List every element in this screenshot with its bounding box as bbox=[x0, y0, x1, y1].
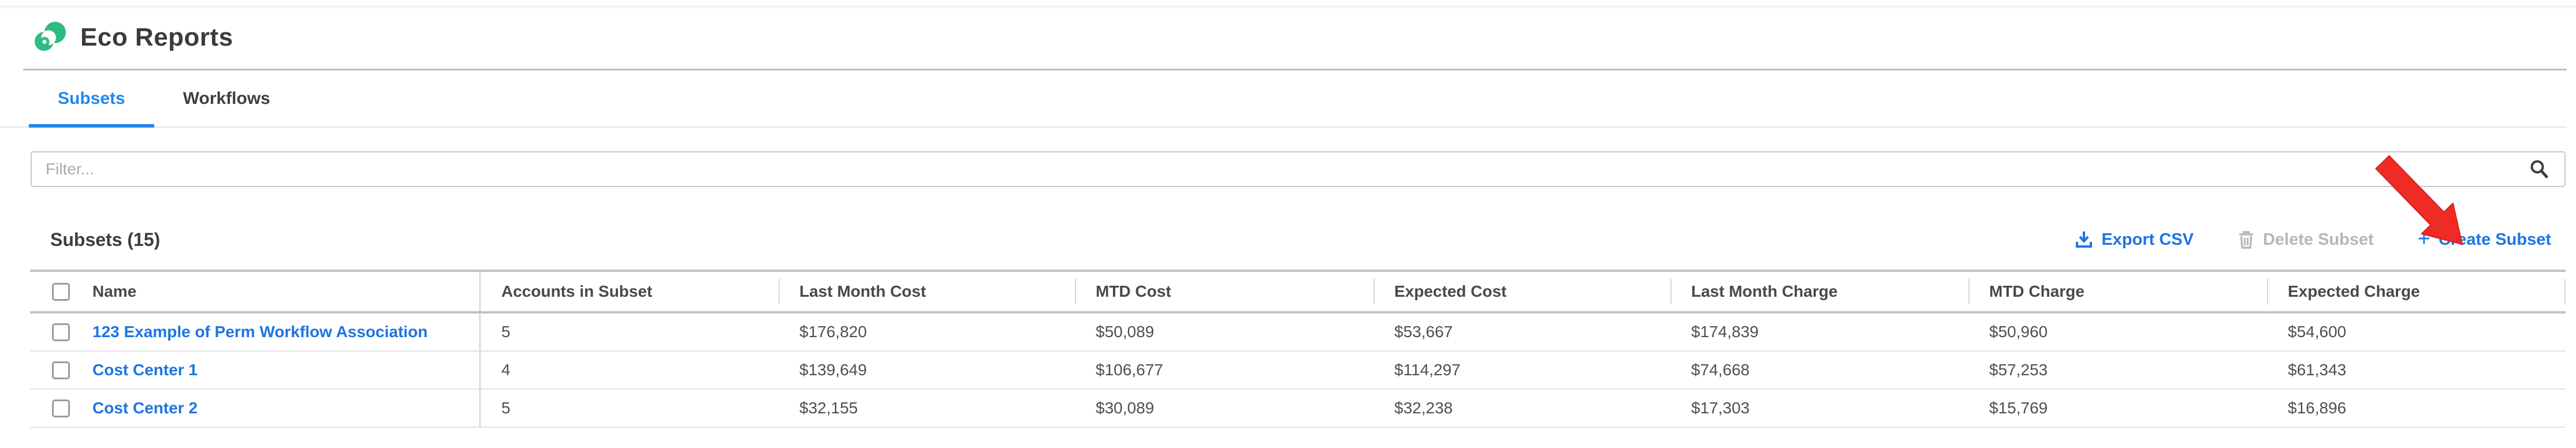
subset-name-link[interactable]: Cost Center 1 bbox=[92, 361, 198, 379]
table-row: 123 Example of Perm Workflow Association… bbox=[30, 313, 2566, 352]
mtd-cost-cell: $30,089 bbox=[1096, 399, 1155, 417]
filter-input[interactable] bbox=[31, 151, 2566, 187]
delete-subset-button[interactable]: Delete Subset bbox=[2238, 230, 2374, 249]
expected-cost-cell: $53,667 bbox=[1394, 323, 1453, 341]
page-title: Eco Reports bbox=[80, 23, 233, 51]
row-checkbox[interactable] bbox=[52, 399, 70, 417]
create-subset-label: Create Subset bbox=[2438, 230, 2551, 249]
toolbar-actions: Export CSV Delete Subset + Create Subset bbox=[2075, 227, 2551, 251]
expected-cost-cell: $32,238 bbox=[1394, 399, 1453, 417]
subsets-count-heading: Subsets (15) bbox=[50, 229, 161, 250]
expected-charge-cell: $54,600 bbox=[2288, 323, 2347, 341]
export-csv-button[interactable]: Export CSV bbox=[2075, 230, 2194, 249]
accounts-cell: 5 bbox=[479, 313, 779, 350]
last-month-cost-cell: $139,649 bbox=[799, 361, 867, 379]
last-month-cost-cell: $32,155 bbox=[799, 399, 858, 417]
trash-icon bbox=[2239, 231, 2253, 249]
eco-logo-icon bbox=[34, 21, 66, 51]
mtd-cost-cell: $106,677 bbox=[1096, 361, 1163, 379]
expected-cost-cell: $114,297 bbox=[1394, 361, 1461, 379]
tab-workflows[interactable]: Workflows bbox=[183, 88, 270, 108]
last-month-charge-cell: $174,839 bbox=[1691, 323, 1759, 341]
tab-bar: Subsets Workflows bbox=[0, 70, 2567, 128]
row-checkbox[interactable] bbox=[52, 323, 70, 341]
accounts-cell: 4 bbox=[479, 352, 779, 389]
last-month-charge-cell: $74,668 bbox=[1691, 361, 1750, 379]
plus-icon: + bbox=[2417, 227, 2430, 251]
subset-name-link[interactable]: 123 Example of Perm Workflow Association bbox=[92, 323, 428, 341]
column-header-expected-cost[interactable]: Expected Cost bbox=[1373, 272, 1670, 311]
column-header-mtd-cost[interactable]: MTD Cost bbox=[1075, 272, 1373, 311]
mtd-cost-cell: $50,089 bbox=[1096, 323, 1155, 341]
create-subset-button[interactable]: + Create Subset bbox=[2417, 227, 2551, 251]
toolbar: Subsets (15) Export CSV Delete Subset + … bbox=[50, 225, 2551, 254]
column-header-name[interactable]: Name bbox=[92, 282, 137, 300]
mtd-charge-cell: $57,253 bbox=[1989, 361, 2048, 379]
expected-charge-cell: $16,896 bbox=[2288, 399, 2347, 417]
export-csv-label: Export CSV bbox=[2101, 230, 2194, 249]
top-hairline bbox=[0, 0, 2576, 6]
last-month-cost-cell: $176,820 bbox=[799, 323, 867, 341]
column-header-accounts[interactable]: Accounts in Subset bbox=[479, 272, 779, 311]
table-row: Cost Center 1 4 $139,649 $106,677 $114,2… bbox=[30, 352, 2566, 390]
column-header-last-month-charge[interactable]: Last Month Charge bbox=[1670, 272, 1968, 311]
table-header-row: Name Accounts in Subset Last Month Cost … bbox=[30, 270, 2566, 313]
subset-name-link[interactable]: Cost Center 2 bbox=[92, 399, 198, 417]
filter-bar bbox=[31, 151, 2566, 187]
select-all-checkbox[interactable] bbox=[52, 282, 70, 301]
expected-charge-cell: $61,343 bbox=[2288, 361, 2347, 379]
row-checkbox[interactable] bbox=[52, 361, 70, 379]
app-header: Eco Reports bbox=[0, 6, 2576, 69]
accounts-cell: 5 bbox=[479, 390, 779, 427]
tab-subsets[interactable]: Subsets bbox=[29, 70, 154, 128]
column-header-mtd-charge[interactable]: MTD Charge bbox=[1968, 272, 2267, 311]
mtd-charge-cell: $15,769 bbox=[1989, 399, 2048, 417]
search-icon[interactable] bbox=[2529, 159, 2549, 180]
mtd-charge-cell: $50,960 bbox=[1989, 323, 2048, 341]
column-header-last-month-cost[interactable]: Last Month Cost bbox=[779, 272, 1075, 311]
download-icon bbox=[2076, 232, 2093, 248]
table-row: Cost Center 2 5 $32,155 $30,089 $32,238 … bbox=[30, 390, 2566, 428]
column-header-expected-charge[interactable]: Expected Charge bbox=[2267, 272, 2566, 311]
last-month-charge-cell: $17,303 bbox=[1691, 399, 1750, 417]
header-divider bbox=[23, 69, 2567, 70]
delete-subset-label: Delete Subset bbox=[2262, 230, 2374, 249]
subsets-table: Name Accounts in Subset Last Month Cost … bbox=[30, 270, 2566, 428]
